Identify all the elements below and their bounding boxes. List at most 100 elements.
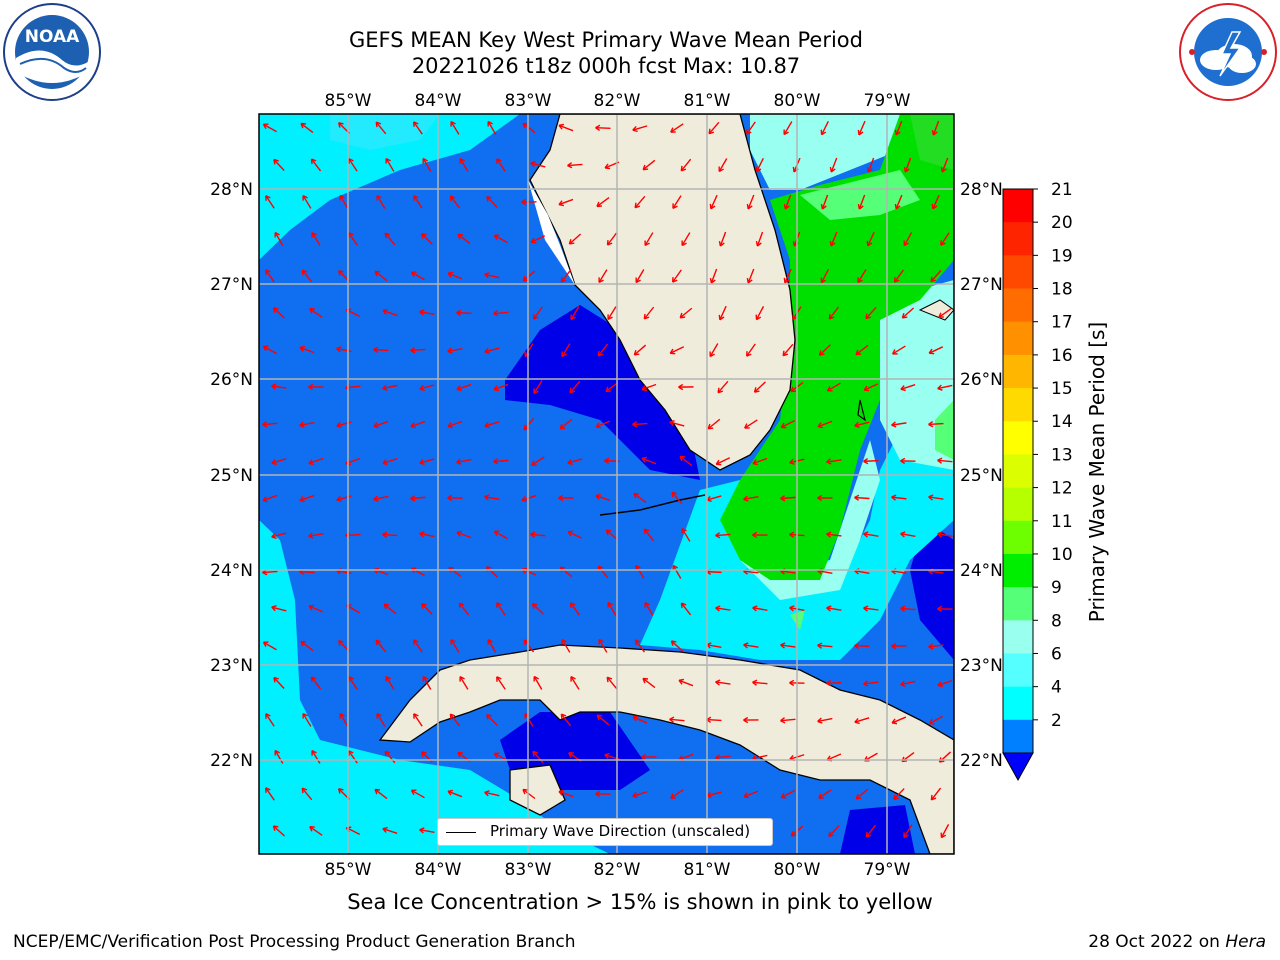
colorbar: 21 20 19 18 17 16 15 14 13 12 11 10 9 8 6 4 2: [1002, 180, 1073, 782]
wave-arrow: [605, 381, 619, 393]
wave-arrow: [717, 380, 729, 394]
colorbar-segment: [1003, 719, 1033, 754]
wave-arrow: [530, 235, 546, 244]
wave-arrow: [373, 495, 389, 502]
wave-arrow: [522, 788, 536, 800]
wave-arrow: [632, 791, 648, 799]
wave-arrow: [672, 195, 682, 209]
wave-arrow: [780, 717, 796, 724]
wave-arrow: [522, 122, 536, 134]
lat-label-left: 26°N: [210, 370, 253, 390]
wave-arrow: [265, 195, 275, 209]
wave-arrow: [567, 458, 583, 466]
colorbar-tick-label: 17: [1051, 313, 1073, 333]
wave-arrow: [903, 157, 912, 173]
wave-arrow: [339, 712, 349, 727]
wave-arrow: [496, 676, 506, 690]
title-line-2: 20221026 t18z 000h fcst Max: 10.87: [411, 54, 801, 78]
wave-arrow: [373, 420, 389, 429]
wave-arrow: [273, 676, 285, 689]
wave-arrow: [300, 640, 314, 652]
wave-arrow: [484, 790, 500, 797]
wave-arrow: [931, 120, 940, 136]
wave-arrow: [782, 343, 794, 357]
lat-label-left: 28°N: [210, 180, 253, 200]
wave-arrow: [900, 680, 916, 687]
wave-arrow: [299, 494, 315, 503]
wave-arrow: [865, 824, 877, 838]
wave-arrow: [413, 121, 423, 135]
wave-arrow: [826, 605, 842, 612]
lat-label-right: 24°N: [960, 561, 1003, 581]
wave-arrow: [598, 638, 608, 653]
wave-arrow: [419, 531, 435, 538]
wave-arrow: [533, 380, 543, 394]
noaa-logo-text: NOAA: [25, 27, 80, 47]
wave-arrow: [818, 344, 831, 356]
wave-arrow: [641, 456, 657, 465]
wave-arrow: [493, 383, 509, 392]
wave-arrow: [271, 605, 287, 612]
wave-arrow: [422, 157, 432, 172]
wave-arrow: [569, 602, 580, 616]
wave-arrow: [308, 604, 324, 613]
lon-labels-top: 85°W 84°W 83°W 82°W 81°W 80°W 79°W: [325, 91, 911, 111]
wave-arrow: [671, 491, 683, 505]
wave-arrow: [598, 269, 608, 284]
wave-arrow: [484, 347, 500, 354]
wave-arrow: [384, 232, 396, 246]
wave-arrow: [301, 269, 313, 283]
wave-arrow: [596, 196, 610, 208]
wave-arrow: [745, 121, 756, 135]
colorbar-segment: [1003, 620, 1033, 654]
wave-arrow: [894, 120, 903, 136]
colorbar-tick-label: 11: [1051, 512, 1073, 532]
colorbar-segment: [1003, 686, 1033, 721]
wave-arrow: [456, 530, 472, 539]
wave-arrow: [681, 232, 691, 247]
wave-arrow: [755, 157, 764, 173]
wave-arrow: [940, 157, 949, 173]
wave-arrow: [348, 676, 358, 690]
wave-arrow: [928, 643, 944, 650]
wave-arrow: [382, 308, 398, 317]
wave-arrow: [900, 457, 916, 465]
wave-arrow: [607, 601, 617, 616]
legend-line-sample: [446, 832, 476, 833]
wave-arrow: [820, 120, 829, 136]
wave-arrow: [421, 602, 433, 615]
colorbar-tick-label: 21: [1051, 180, 1073, 200]
wave-arrow: [828, 825, 840, 838]
wave-arrow: [715, 457, 731, 466]
wave-arrow: [265, 787, 275, 801]
wave-arrow: [558, 123, 574, 132]
lon-label-bottom: 84°W: [415, 860, 462, 880]
wave-arrow: [447, 271, 463, 280]
wave-arrow: [644, 232, 654, 247]
wave-arrow: [558, 789, 574, 798]
wave-arrow: [299, 421, 315, 428]
lat-label-left: 25°N: [210, 466, 253, 486]
wave-arrow: [643, 306, 655, 320]
region-cyan-sw: [259, 520, 610, 854]
wave-arrow: [299, 345, 315, 354]
wave-arrow: [820, 194, 829, 210]
wave-arrow: [560, 713, 572, 727]
wave-arrow: [743, 716, 759, 724]
wave-arrow: [487, 638, 497, 653]
wave-arrow: [493, 234, 508, 244]
footer-date: 28 Oct 2022 on Hera: [1088, 932, 1266, 952]
wave-arrow: [570, 306, 580, 321]
wave-arrow: [447, 420, 463, 429]
colorbar-segment: [1003, 553, 1033, 588]
wave-arrow: [930, 269, 942, 283]
wave-arrow: [893, 269, 904, 283]
wave-arrow: [382, 826, 398, 834]
wave-arrow: [937, 457, 953, 464]
wave-arrow: [928, 421, 944, 428]
colorbar-segment: [1003, 255, 1033, 290]
wave-arrow: [376, 712, 386, 727]
wave-arrow: [348, 158, 358, 172]
lon-label-bottom: 80°W: [774, 860, 821, 880]
lon-label-top: 84°W: [415, 91, 462, 111]
